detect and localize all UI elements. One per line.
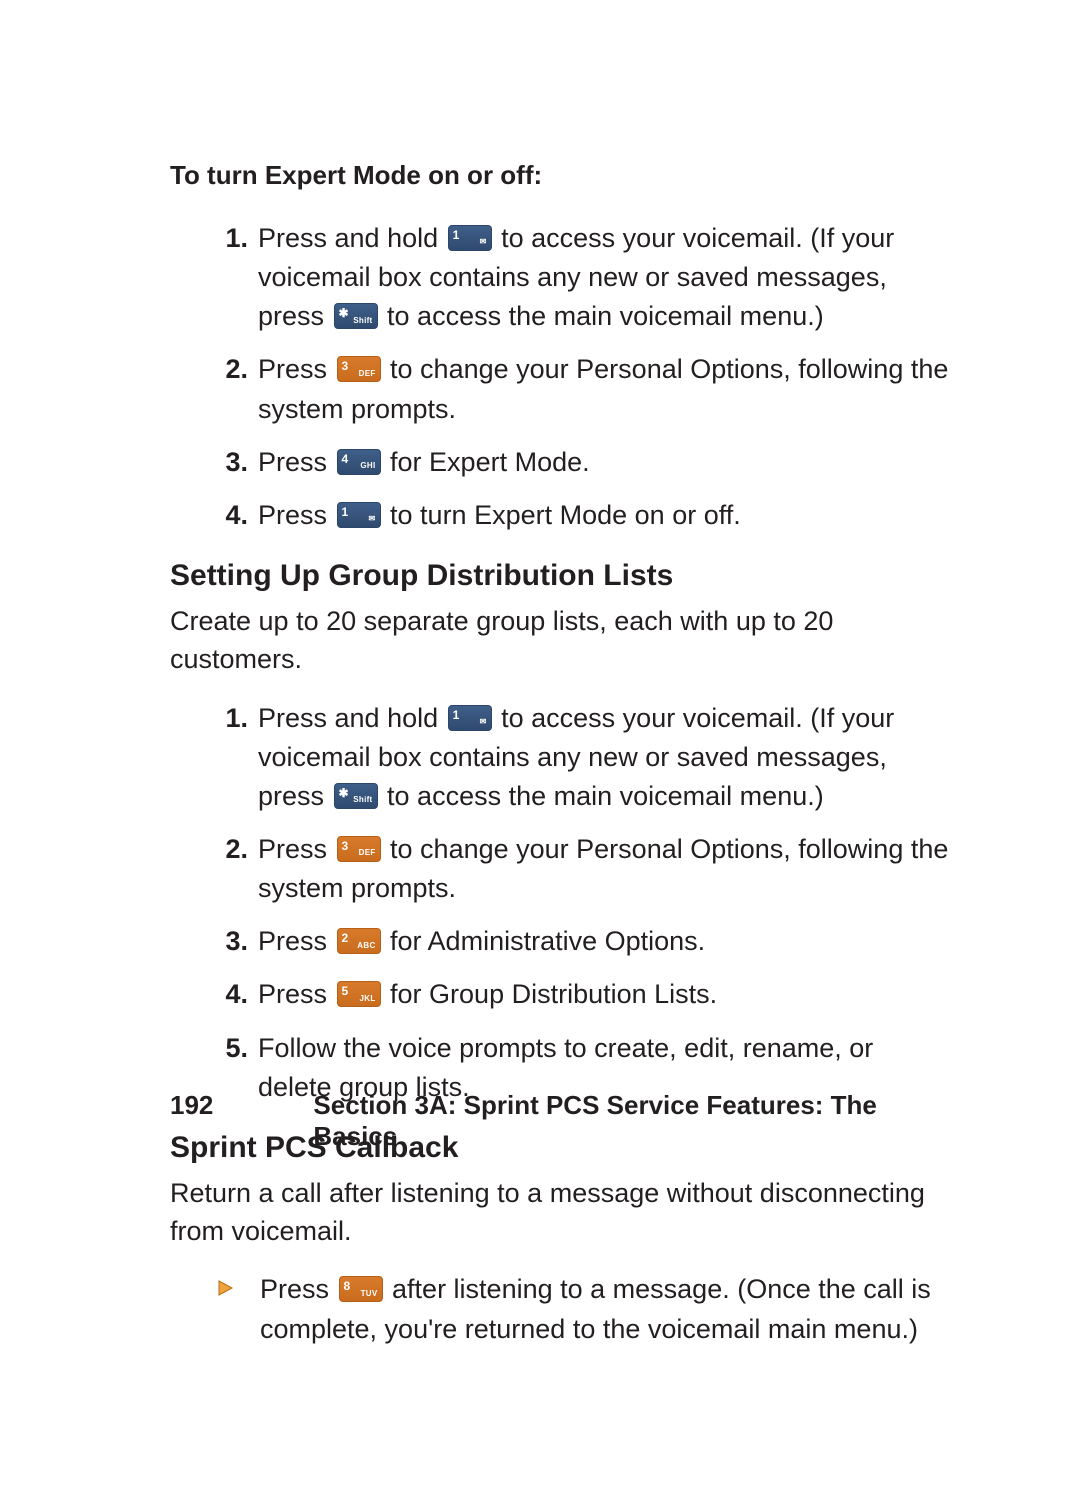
expert-mode-steps: 1. Press and hold 1✉ to access your voice… [170, 219, 950, 535]
phone-key-icon: 1✉ [337, 502, 381, 528]
group-paragraph: Create up to 20 separate group lists, ea… [170, 603, 950, 679]
phone-key-icon: 5JKL [337, 981, 381, 1007]
phone-key-icon: 4GHI [337, 449, 381, 475]
step-number: 5. [206, 1029, 248, 1068]
list-item: 4. Press 5JKL for Group Distribution List… [170, 975, 950, 1014]
page-footer: 192 Section 3A: Sprint PCS Service Featu… [170, 1090, 950, 1152]
callback-bullet-list: Press 8TUV after listening to a message.… [170, 1270, 950, 1348]
page-number: 192 [170, 1090, 213, 1121]
step-number: 1. [206, 219, 248, 258]
manual-page: To turn Expert Mode on or off: 1. Press a… [0, 0, 1080, 1512]
group-steps: 1. Press and hold 1✉ to access your voice… [170, 699, 950, 1107]
intro-heading: To turn Expert Mode on or off: [170, 160, 950, 191]
phone-key-icon: 2ABC [337, 928, 381, 954]
phone-key-icon: 1✉ [448, 225, 492, 251]
step-number: 2. [206, 830, 248, 869]
step-text: Press 1✉ to turn Expert Mode on or off. [258, 496, 950, 535]
phone-key-icon: 3DEF [337, 356, 381, 382]
triangle-bullet-icon [218, 1280, 234, 1296]
step-number: 4. [206, 496, 248, 535]
list-item: 3. Press 2ABC for Administrative Options. [170, 922, 950, 961]
list-item: 3. Press 4GHI for Expert Mode. [170, 443, 950, 482]
step-number: 4. [206, 975, 248, 1014]
step-text: Press 4GHI for Expert Mode. [258, 443, 950, 482]
step-number: 3. [206, 922, 248, 961]
step-number: 1. [206, 699, 248, 738]
step-text: Press 3DEF to change your Personal Optio… [258, 350, 950, 428]
step-text: Press 5JKL for Group Distribution Lists. [258, 975, 950, 1014]
list-item: 4. Press 1✉ to turn Expert Mode on or off… [170, 496, 950, 535]
step-text: Press 8TUV after listening to a message.… [260, 1270, 950, 1348]
step-text: Press 2ABC for Administrative Options. [258, 922, 950, 961]
phone-key-icon: 8TUV [339, 1276, 383, 1302]
step-text: Press and hold 1✉ to access your voicema… [258, 219, 950, 336]
section-title: Section 3A: Sprint PCS Service Features:… [313, 1090, 950, 1152]
callback-paragraph: Return a call after listening to a messa… [170, 1175, 950, 1251]
step-number: 3. [206, 443, 248, 482]
list-item: 1. Press and hold 1✉ to access your voice… [170, 219, 950, 336]
phone-key-icon: ✱Shift [334, 783, 378, 809]
phone-key-icon: ✱Shift [334, 303, 378, 329]
step-text: Press 3DEF to change your Personal Optio… [258, 830, 950, 908]
list-item: Press 8TUV after listening to a message.… [170, 1270, 950, 1348]
step-text: Press and hold 1✉ to access your voicema… [258, 699, 950, 816]
step-number: 2. [206, 350, 248, 389]
list-item: 2. Press 3DEF to change your Personal Opt… [170, 830, 950, 908]
group-heading: Setting Up Group Distribution Lists [170, 559, 950, 593]
list-item: 1. Press and hold 1✉ to access your voice… [170, 699, 950, 816]
phone-key-icon: 3DEF [337, 836, 381, 862]
phone-key-icon: 1✉ [448, 705, 492, 731]
list-item: 2. Press 3DEF to change your Personal Opt… [170, 350, 950, 428]
